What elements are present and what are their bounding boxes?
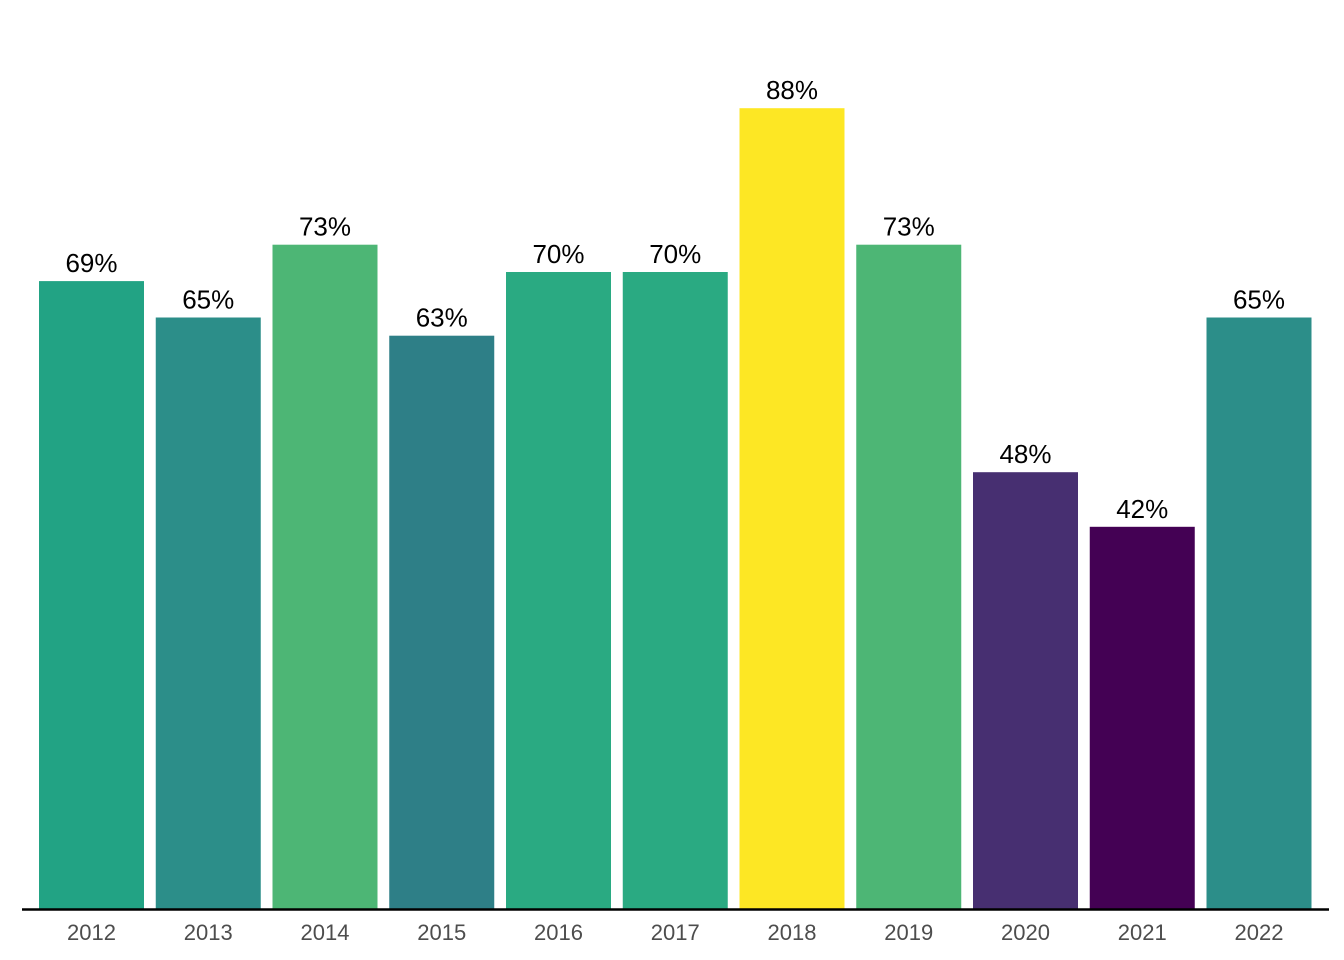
bar-2021: [1089, 526, 1195, 909]
value-label-2013: 65%: [182, 285, 234, 315]
value-label-2015: 63%: [416, 303, 468, 333]
bar-2019: [856, 244, 962, 909]
value-label-2016: 70%: [532, 239, 584, 269]
x-tick-label-2022: 2022: [1235, 920, 1284, 945]
bars-group: [39, 108, 1312, 910]
bar-2012: [39, 281, 144, 910]
x-tick-label-2015: 2015: [417, 920, 466, 945]
x-tick-label-2020: 2020: [1001, 920, 1050, 945]
bar-2013: [155, 317, 261, 909]
value-label-2014: 73%: [299, 212, 351, 242]
value-label-2019: 73%: [883, 212, 935, 242]
x-tick-label-2021: 2021: [1118, 920, 1167, 945]
x-tick-label-2016: 2016: [534, 920, 583, 945]
x-tick-label-2019: 2019: [884, 920, 933, 945]
value-label-2018: 88%: [766, 75, 818, 105]
value-label-2022: 65%: [1233, 285, 1285, 315]
x-tick-label-2012: 2012: [67, 920, 116, 945]
bar-2014: [272, 244, 378, 909]
x-tick-label-2013: 2013: [184, 920, 233, 945]
value-label-2021: 42%: [1116, 494, 1168, 524]
x-tick-label-2017: 2017: [651, 920, 700, 945]
value-label-2012: 69%: [65, 248, 117, 278]
x-tick-labels-group: 2012 2013 2014 2015 2016 2017 2018 2019 2020 2021…: [67, 920, 1283, 945]
bar-2016: [506, 272, 611, 909]
bar-2015: [389, 335, 495, 909]
value-label-2017: 70%: [649, 239, 701, 269]
bar-2022: [1206, 317, 1312, 909]
x-tick-label-2018: 2018: [768, 920, 817, 945]
value-labels-group: 69% 65% 73% 63% 70% 70% 88% 73% 48% 42% 65%: [65, 75, 1285, 524]
bar-2018: [739, 108, 845, 909]
value-label-2020: 48%: [999, 439, 1051, 469]
bar-2017: [622, 272, 728, 909]
x-tick-label-2014: 2014: [301, 920, 350, 945]
bar-2020: [973, 472, 1078, 909]
